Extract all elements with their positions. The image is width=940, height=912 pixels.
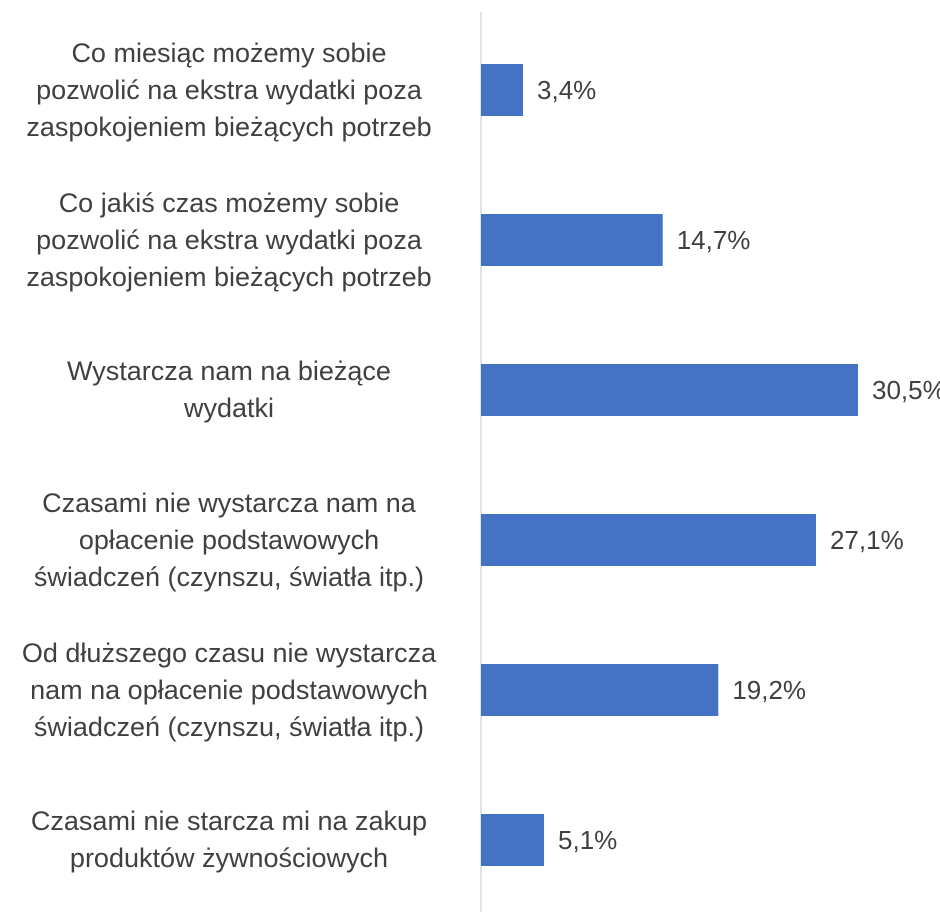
data-label: 27,1% bbox=[830, 525, 904, 555]
category-label: Czasami nie wystarcza nam na opłacenie p… bbox=[33, 487, 425, 592]
category-label: Czasami nie starcza mi na zakup produktó… bbox=[30, 806, 428, 873]
data-label: 5,1% bbox=[558, 825, 617, 855]
bar bbox=[481, 664, 719, 716]
bar bbox=[481, 364, 858, 416]
bar bbox=[481, 814, 545, 866]
category-label: Co jakiś czas możemy sobie pozwolić na e… bbox=[26, 187, 432, 292]
data-label: 30,5% bbox=[872, 375, 940, 405]
category-label: Od dłuższego czasu nie wystarcza nam na … bbox=[21, 637, 437, 742]
category-label: Wystarcza nam na bieżące wydatki bbox=[67, 356, 391, 423]
bar bbox=[481, 214, 663, 266]
category-label: Co miesiąc możemy sobie pozwolić na ekst… bbox=[26, 37, 432, 142]
data-label: 14,7% bbox=[677, 225, 751, 255]
data-label: 3,4% bbox=[537, 75, 596, 105]
bar bbox=[481, 514, 816, 566]
bar bbox=[481, 64, 524, 116]
data-label: 19,2% bbox=[732, 675, 806, 705]
